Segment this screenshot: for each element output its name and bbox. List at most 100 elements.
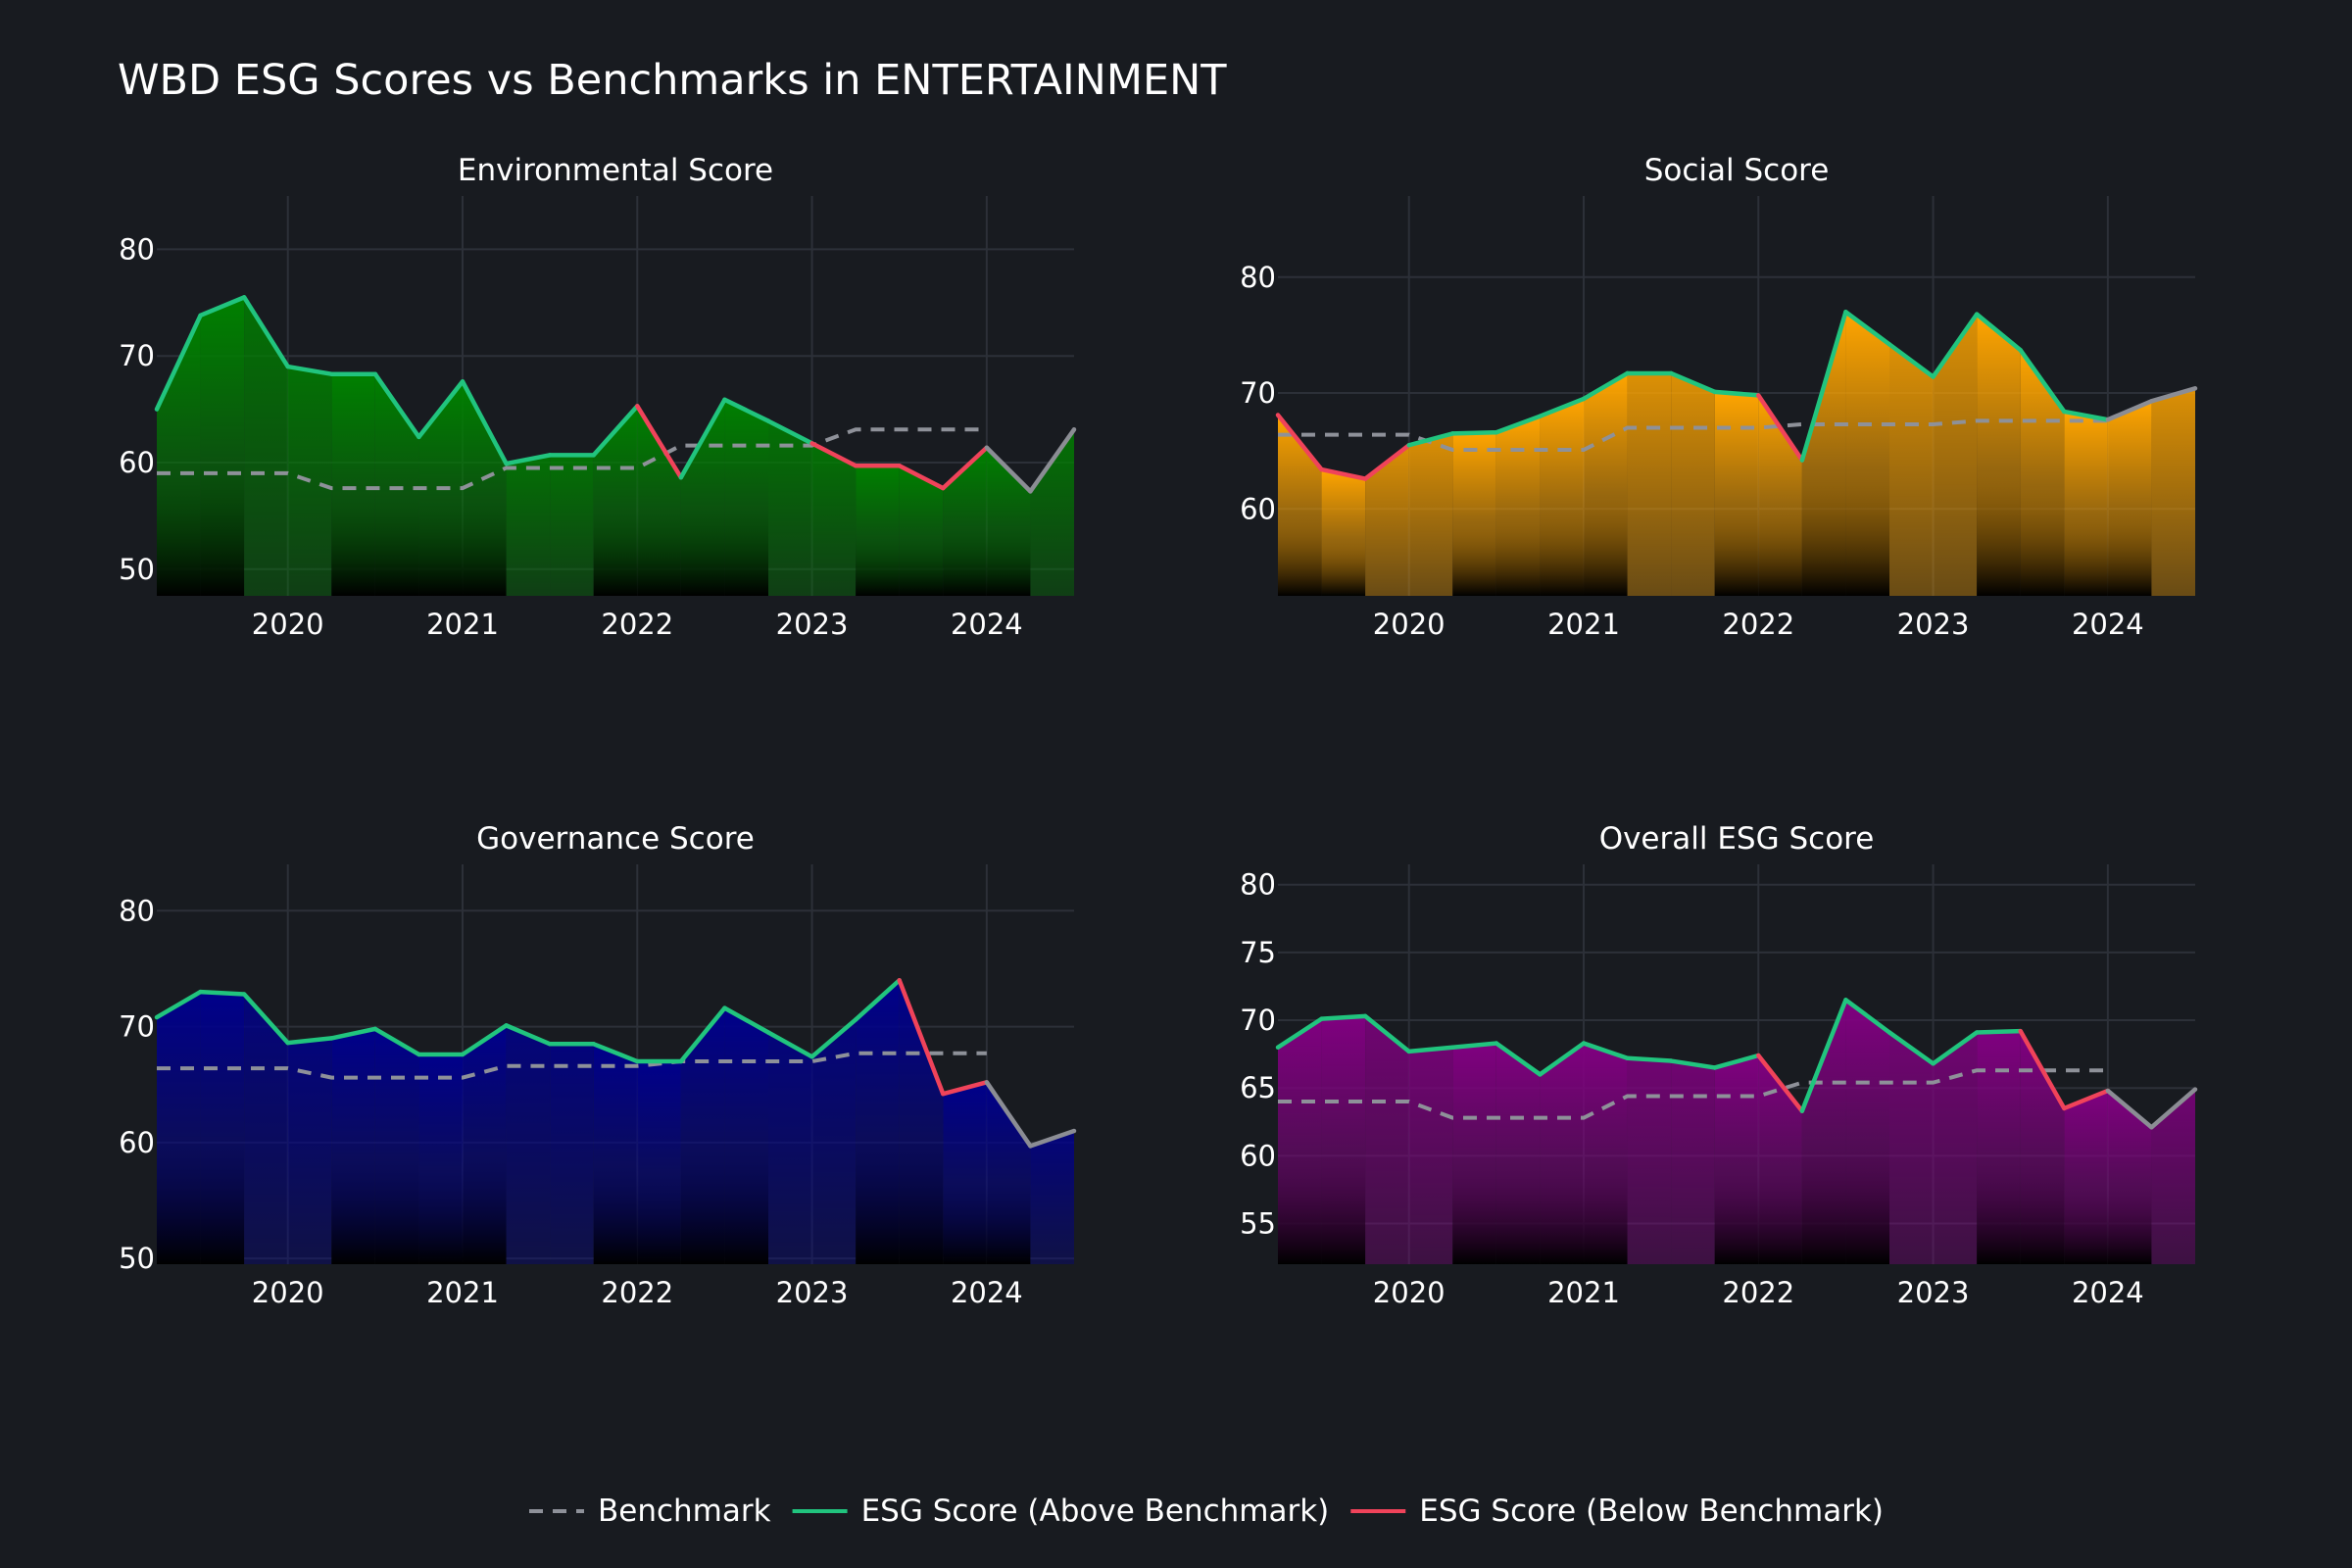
score-point[interactable] (1069, 424, 1079, 434)
legend-item-above[interactable]: ESG Score (Above Benchmark) (792, 1494, 1330, 1529)
score-line-segment[interactable] (809, 441, 858, 468)
score-line-segment[interactable] (2062, 1088, 2111, 1111)
score-point[interactable] (502, 459, 512, 468)
score-point[interactable] (1579, 1039, 1589, 1049)
score-point[interactable] (632, 1056, 642, 1066)
score-line-segment[interactable] (1319, 466, 1368, 481)
score-point[interactable] (283, 1038, 293, 1048)
score-line-segment[interactable] (722, 1005, 771, 1035)
score-line-segment[interactable] (1406, 1045, 1455, 1054)
score-point[interactable] (1273, 1043, 1283, 1053)
score-point[interactable] (1404, 440, 1414, 450)
score-line-segment[interactable] (1712, 389, 1761, 398)
score-line-segment[interactable] (285, 1036, 334, 1046)
score-point[interactable] (1885, 1027, 1894, 1037)
score-line-segment[interactable] (1886, 342, 1936, 379)
score-point[interactable] (196, 987, 206, 997)
score-point[interactable] (458, 1050, 467, 1059)
score-line-segment[interactable] (765, 1030, 814, 1059)
score-point[interactable] (895, 975, 905, 985)
score-line-segment[interactable] (1931, 312, 1980, 379)
score-point[interactable] (196, 311, 206, 320)
score-point[interactable] (1273, 411, 1283, 420)
score-point[interactable] (458, 376, 467, 386)
legend-item-benchmark[interactable]: Benchmark (529, 1494, 771, 1529)
score-point[interactable] (719, 395, 729, 405)
score-point[interactable] (1317, 1014, 1327, 1024)
score-line-segment[interactable] (2105, 399, 2154, 422)
score-line-segment[interactable] (198, 989, 247, 997)
score-line-segment[interactable] (416, 379, 466, 440)
score-point[interactable] (1840, 307, 1850, 317)
score-line-segment[interactable] (722, 397, 771, 423)
score-point[interactable] (982, 443, 992, 453)
legend-item-below[interactable]: ESG Score (Below Benchmark) (1350, 1494, 1884, 1529)
score-point[interactable] (2190, 1085, 2200, 1095)
score-point[interactable] (719, 1004, 729, 1013)
score-point[interactable] (851, 461, 860, 470)
score-line-segment[interactable] (1799, 310, 1848, 463)
score-point[interactable] (545, 450, 555, 460)
score-point[interactable] (414, 432, 423, 442)
score-point[interactable] (2103, 1086, 2113, 1096)
score-line-segment[interactable] (1494, 1041, 1543, 1077)
score-line-segment[interactable] (1538, 1041, 1587, 1077)
score-line-segment[interactable] (897, 978, 946, 1097)
score-point[interactable] (1492, 1039, 1501, 1049)
score-line-segment[interactable] (372, 371, 421, 440)
score-line-segment[interactable] (2018, 348, 2067, 415)
score-point[interactable] (1025, 486, 1035, 496)
score-line-segment[interactable] (635, 404, 684, 480)
score-line-segment[interactable] (984, 1080, 1033, 1149)
score-point[interactable] (1885, 339, 1894, 349)
score-point[interactable] (2146, 1122, 2156, 1132)
score-point[interactable] (370, 1024, 380, 1034)
score-line-segment[interactable] (853, 978, 902, 1022)
score-line-segment[interactable] (941, 445, 990, 491)
score-point[interactable] (1797, 456, 1807, 466)
score-point[interactable] (1666, 1056, 1676, 1066)
score-point[interactable] (502, 1020, 512, 1030)
score-line-segment[interactable] (285, 364, 334, 376)
score-point[interactable] (1972, 310, 1982, 319)
score-line-segment[interactable] (1756, 1053, 1805, 1113)
score-point[interactable] (895, 461, 905, 470)
score-line-segment[interactable] (941, 1080, 990, 1097)
score-line-segment[interactable] (1668, 1058, 1717, 1070)
score-line-segment[interactable] (591, 404, 640, 458)
score-line-segment[interactable] (1581, 370, 1630, 402)
score-line-segment[interactable] (1494, 414, 1543, 435)
score-point[interactable] (1535, 1069, 1544, 1079)
score-line-segment[interactable] (154, 313, 203, 412)
score-point[interactable] (938, 1089, 948, 1099)
score-line-segment[interactable] (1886, 1030, 1936, 1066)
score-line-segment[interactable] (2062, 409, 2111, 422)
score-point[interactable] (1710, 1062, 1720, 1072)
score-point[interactable] (326, 369, 336, 379)
score-point[interactable] (1579, 394, 1589, 404)
score-point[interactable] (1492, 427, 1501, 437)
score-point[interactable] (1447, 428, 1457, 438)
score-point[interactable] (2016, 345, 2026, 355)
score-line-segment[interactable] (1712, 1053, 1761, 1070)
score-point[interactable] (1404, 1047, 1414, 1056)
benchmark-line[interactable] (157, 1051, 987, 1080)
score-line-segment[interactable] (1362, 443, 1411, 481)
score-point[interactable] (982, 1077, 992, 1087)
score-point[interactable] (632, 401, 642, 411)
score-line-segment[interactable] (809, 1017, 858, 1059)
score-point[interactable] (239, 989, 249, 999)
score-line-segment[interactable] (984, 445, 1033, 494)
score-line-segment[interactable] (2018, 1028, 2067, 1111)
score-point[interactable] (2146, 396, 2156, 406)
score-point[interactable] (326, 1033, 336, 1043)
score-line-segment[interactable] (1974, 312, 2023, 353)
score-point[interactable] (676, 472, 686, 482)
score-point[interactable] (2016, 1026, 2026, 1036)
score-line-segment[interactable] (1756, 393, 1805, 463)
score-point[interactable] (2103, 415, 2113, 424)
score-point[interactable] (1840, 995, 1850, 1004)
score-line-segment[interactable] (1581, 1041, 1630, 1061)
score-line-segment[interactable] (372, 1026, 421, 1057)
score-line-segment[interactable] (1450, 430, 1499, 436)
